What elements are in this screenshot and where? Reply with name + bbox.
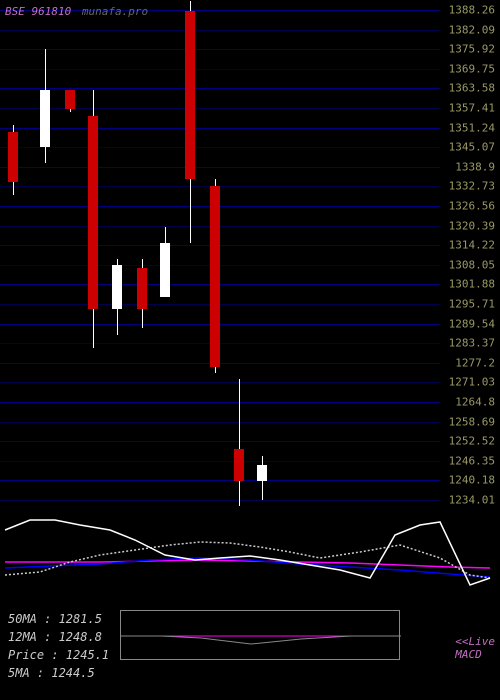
axis-price-label: 1338.9 — [455, 160, 495, 173]
axis-price-label: 1264.8 — [455, 396, 495, 409]
axis-price-label: 1332.73 — [449, 180, 495, 193]
axis-price-label: 1283.37 — [449, 337, 495, 350]
grid-line — [0, 461, 440, 462]
grid-line — [0, 245, 440, 246]
grid-line — [0, 422, 440, 423]
candle-body — [88, 116, 98, 310]
grid-line — [0, 343, 440, 344]
axis-price-label: 1289.54 — [449, 317, 495, 330]
grid-line — [0, 304, 440, 305]
grid-line — [0, 441, 440, 442]
macd-panel — [120, 610, 400, 660]
grid-line — [0, 206, 440, 207]
grid-line — [0, 402, 440, 403]
grid-line — [0, 30, 440, 31]
symbol-label: BSE 961810 — [5, 5, 71, 18]
axis-price-label: 1295.71 — [449, 298, 495, 311]
macd-labels: <<Live MACD — [455, 635, 495, 661]
axis-price-label: 1345.07 — [449, 141, 495, 154]
axis-price-label: 1363.58 — [449, 82, 495, 95]
candle-body — [8, 132, 18, 183]
candle-body — [210, 186, 220, 367]
axis-price-label: 1314.22 — [449, 239, 495, 252]
axis-price-label: 1277.2 — [455, 356, 495, 369]
grid-line — [0, 186, 440, 187]
candle-body — [160, 243, 170, 297]
grid-line — [0, 147, 440, 148]
grid-line — [0, 265, 440, 266]
grid-line — [0, 88, 440, 89]
axis-price-label: 1308.05 — [449, 258, 495, 271]
axis-price-label: 1258.69 — [449, 415, 495, 428]
axis-price-label: 1320.39 — [449, 219, 495, 232]
macd-line — [121, 636, 401, 644]
grid-line — [0, 49, 440, 50]
axis-price-label: 1252.52 — [449, 435, 495, 448]
axis-price-label: 1271.03 — [449, 376, 495, 389]
price-label: Price : 1245.1 — [8, 648, 109, 662]
axis-price-label: 1375.92 — [449, 43, 495, 56]
ma-line-white — [5, 520, 490, 585]
axis-price-label: 1246.35 — [449, 454, 495, 467]
axis-price-label: 1326.56 — [449, 200, 495, 213]
axis-price-label: 1301.88 — [449, 278, 495, 291]
candle-body — [137, 268, 147, 309]
grid-line — [0, 284, 440, 285]
watermark-label: munafa.pro — [82, 5, 148, 18]
candle-body — [185, 11, 195, 179]
stock-chart: BSE 961810 munafa.pro 1388.26 1382.09 1375… — [0, 0, 500, 700]
live-label: <<Live — [455, 635, 495, 648]
candle-body — [65, 90, 75, 109]
macd-svg — [121, 611, 401, 661]
chart-header: BSE 961810 munafa.pro — [5, 5, 148, 18]
axis-price-label: 1351.24 — [449, 121, 495, 134]
candle-body — [40, 90, 50, 147]
candle-body — [112, 265, 122, 309]
ma12-label: 12MA : 1248.8 — [8, 630, 102, 644]
price-chart-panel: 1388.26 1382.09 1375.92 1369.75 1363.58 1357.… — [0, 0, 500, 500]
axis-price-label: 1357.41 — [449, 102, 495, 115]
axis-price-label: 1369.75 — [449, 62, 495, 75]
axis-price-label: 1388.26 — [449, 4, 495, 17]
grid-line — [0, 480, 440, 481]
ma50-label: 50MA : 1281.5 — [8, 612, 102, 626]
axis-price-label: 1240.18 — [449, 474, 495, 487]
grid-line — [0, 363, 440, 364]
candle-body — [234, 449, 244, 481]
grid-line — [0, 382, 440, 383]
grid-line — [0, 69, 440, 70]
indicator-svg — [0, 500, 500, 600]
candle-wick — [239, 379, 240, 506]
grid-line — [0, 167, 440, 168]
indicator-panel — [0, 500, 500, 600]
grid-line — [0, 324, 440, 325]
candle-body — [257, 465, 267, 481]
ma-line-magenta — [5, 560, 490, 568]
axis-price-label: 1382.09 — [449, 23, 495, 36]
macd-text-label: MACD — [455, 648, 482, 661]
ma5-label: 5MA : 1244.5 — [8, 666, 95, 680]
grid-line — [0, 128, 440, 129]
grid-line — [0, 226, 440, 227]
